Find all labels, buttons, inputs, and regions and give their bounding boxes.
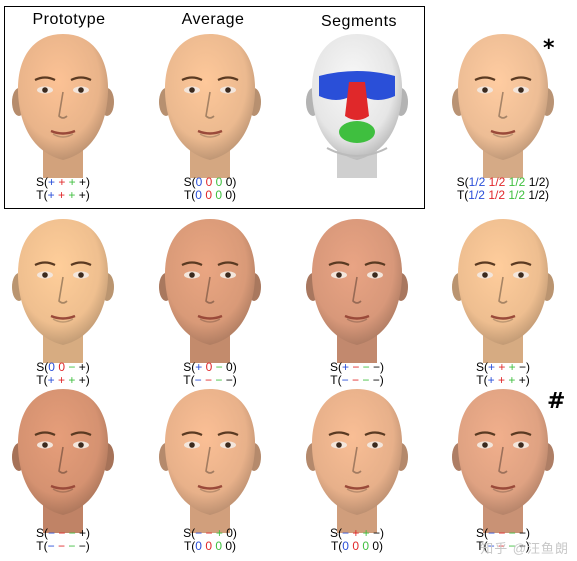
watermark: 知乎 @汪鱼朗 bbox=[480, 541, 569, 556]
shape-texture-label: S(0 0 0 0) T(0 0 0 0) bbox=[110, 176, 310, 202]
hash-mark: # bbox=[547, 389, 566, 414]
star-mark: * bbox=[543, 36, 555, 61]
shape-texture-label: S(+ − − −) T(− − − −) bbox=[257, 361, 457, 387]
shape-coefficients: S(1/2 1/2 1/2 1/2) bbox=[456, 175, 550, 189]
texture-coefficients: T(− − − −) bbox=[36, 539, 90, 553]
texture-coefficients: T(+ + + +) bbox=[36, 188, 90, 202]
segmented-face-model bbox=[306, 34, 408, 178]
texture-coefficients: T(1/2 1/2 1/2 1/2) bbox=[456, 188, 550, 202]
face-render bbox=[306, 389, 408, 533]
shape-coefficients: S(+ 0 − 0) bbox=[183, 360, 237, 374]
texture-coefficients: T(0 0 0 0) bbox=[330, 539, 384, 553]
texture-coefficients: T(− − − −) bbox=[476, 539, 530, 553]
shape-coefficients: S(+ − − −) bbox=[329, 360, 385, 374]
shape-coefficients: S(− + + −) bbox=[329, 526, 385, 540]
header-prototype: Prototype bbox=[32, 11, 106, 28]
shape-texture-label: S(1/2 1/2 1/2 1/2) T(1/2 1/2 1/2 1/2) bbox=[403, 176, 577, 202]
shape-coefficients: S(− − − −) bbox=[475, 526, 531, 540]
texture-coefficients: T(0 0 0 0) bbox=[183, 539, 237, 553]
face-render bbox=[452, 219, 554, 363]
prototype-average-segments-frame bbox=[4, 6, 425, 209]
shape-coefficients: S(− − − +) bbox=[35, 526, 91, 540]
shape-coefficients: S(+ + + +) bbox=[35, 175, 91, 189]
face-render bbox=[306, 219, 408, 363]
shape-texture-label: S(− − − +) T(− − − −) bbox=[0, 527, 163, 553]
shape-coefficients: S(0 0 − +) bbox=[36, 360, 90, 374]
texture-coefficients: T(+ + + +) bbox=[36, 373, 90, 387]
header-average: Average bbox=[181, 11, 245, 28]
face-render bbox=[12, 389, 114, 533]
face-render bbox=[159, 389, 261, 533]
face-render bbox=[159, 219, 261, 363]
shape-texture-label: S(− − − −) T(− − − −) bbox=[403, 527, 577, 553]
shape-texture-label: S(− − + 0) T(0 0 0 0) bbox=[110, 527, 310, 553]
shape-coefficients: S(− − + 0) bbox=[183, 526, 237, 540]
shape-texture-label: S(0 0 − +) T(+ + + +) bbox=[0, 361, 163, 387]
header-segments: Segments bbox=[320, 13, 398, 30]
shape-texture-label: S(− + + −) T(0 0 0 0) bbox=[257, 527, 457, 553]
shape-texture-label: S(+ + + −) T(+ + + +) bbox=[403, 361, 577, 387]
face-render bbox=[12, 34, 114, 178]
face-render bbox=[452, 389, 554, 533]
face-render bbox=[12, 219, 114, 363]
shape-texture-label: S(+ 0 − 0) T(− − − −) bbox=[110, 361, 310, 387]
shape-coefficients: S(0 0 0 0) bbox=[183, 175, 237, 189]
face-render bbox=[159, 34, 261, 178]
texture-coefficients: T(0 0 0 0) bbox=[183, 188, 237, 202]
face-render bbox=[452, 34, 554, 178]
shape-texture-label: S(+ + + +) T(+ + + +) bbox=[0, 176, 163, 202]
texture-coefficients: T(− − − −) bbox=[183, 373, 237, 387]
shape-coefficients: S(+ + + −) bbox=[475, 360, 531, 374]
texture-coefficients: T(− − − −) bbox=[330, 373, 384, 387]
texture-coefficients: T(+ + + +) bbox=[476, 373, 530, 387]
